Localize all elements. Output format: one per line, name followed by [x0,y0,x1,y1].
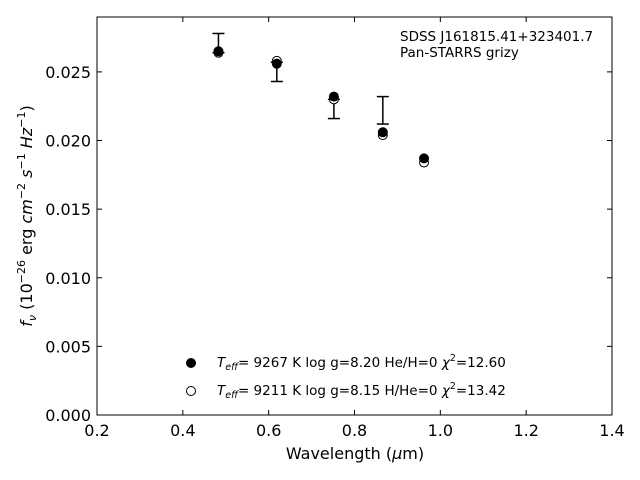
y-tick-label: 0.015 [45,200,91,219]
x-tick-label: 1.0 [428,421,453,440]
x-tick-label: 0.2 [84,421,109,440]
filled-point [419,153,430,164]
filled-point [328,91,339,102]
data-points [213,46,430,168]
x-tick-label: 0.4 [170,421,195,440]
filled-point [213,46,224,57]
x-tick-label: 0.8 [342,421,367,440]
y-ticks: 0.000 0.005 0.010 0.015 0.020 0.025 [45,63,612,425]
error-bars [212,32,389,125]
legend-marker-filled [186,358,196,368]
y-tick-label: 0.000 [45,406,91,425]
legend: Teff= 9267 K log g=8.20 He/H=0 χ2=12.60 … [186,353,506,401]
legend-entry-1: Teff= 9267 K log g=8.20 He/H=0 χ2=12.60 [217,353,506,373]
legend-marker-open [186,386,196,396]
x-axis-label: Wavelength (μm) [286,444,424,463]
x-ticks: 0.2 0.4 0.6 0.8 1.0 1.2 1.4 [84,17,625,440]
y-tick-label: 0.025 [45,63,91,82]
legend-entry-2: Teff= 9211 K log g=8.15 H/He=0 χ2=13.42 [217,381,506,401]
y-tick-label: 0.005 [45,337,91,356]
x-tick-label: 1.4 [599,421,624,440]
filled-point [377,127,388,138]
x-tick-label: 1.2 [513,421,538,440]
y-tick-label: 0.020 [45,132,91,151]
y-axis-label: fν (10−26 erg cm−2 s−1 Hz−1) [15,105,39,326]
y-tick-label: 0.010 [45,269,91,288]
annotation-line-2: Pan-STARRS grizy [400,45,519,61]
filled-point [271,58,282,69]
x-tick-label: 0.6 [256,421,281,440]
annotation-line-1: SDSS J161815.41+323401.7 [400,29,593,45]
